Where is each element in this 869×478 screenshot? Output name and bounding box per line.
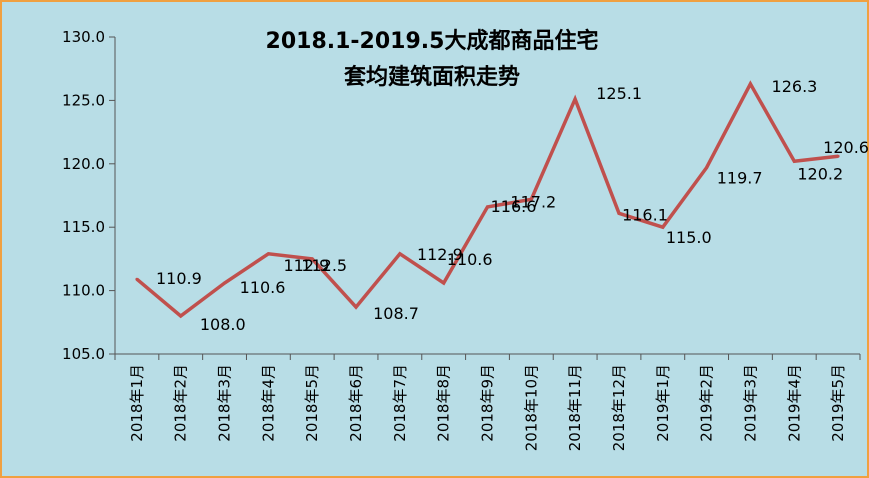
x-tick-label: 2018年1月: [128, 364, 146, 442]
axes: 105.0 110.0 115.0 120.0 125.0 130.0 2018年1月 201…: [62, 28, 861, 451]
data-label: 110.6: [447, 250, 493, 269]
x-tick-label: 2018年11月: [566, 364, 584, 451]
x-tick-label: 2019年1月: [654, 364, 672, 442]
data-point: [310, 257, 314, 261]
data-label: 116.6: [491, 197, 537, 216]
data-point: [529, 197, 533, 201]
data-point: [617, 211, 621, 215]
x-tick-label: 2018年9月: [479, 364, 497, 442]
chart-title-line1: 2018.1-2019.5大成都商品住宅: [266, 28, 599, 54]
data-label: 110.6: [240, 278, 286, 297]
data-label: 116.1: [622, 205, 668, 224]
data-point: [486, 205, 489, 209]
data-label: 108.0: [200, 315, 246, 334]
data-label: 112.9: [417, 245, 463, 264]
y-tick-label: 130.0: [62, 28, 105, 46]
data-point: [748, 82, 752, 86]
data-point: [836, 154, 840, 158]
data-label: 112.9: [283, 256, 329, 275]
data-label: 117.2: [510, 192, 556, 211]
data-label: 115.0: [666, 228, 712, 247]
data-labels-layer: 110.9108.0110.6112.9112.5108.7112.9110.6…: [156, 77, 869, 334]
data-label: 110.9: [156, 269, 202, 288]
data-label: 120.2: [797, 164, 843, 183]
x-tick-label: 2018年12月: [610, 364, 628, 451]
x-tick-label: 2018年3月: [216, 364, 234, 442]
chart-title-line2: 套均建筑面积走势: [344, 64, 520, 90]
data-point: [573, 97, 577, 101]
data-label: 125.1: [596, 84, 642, 103]
data-label: 120.6: [823, 138, 869, 157]
x-tick-label: 2019年4月: [785, 364, 803, 442]
data-point: [266, 252, 270, 256]
y-tick-label: 115.0: [62, 218, 105, 236]
data-label: 108.7: [373, 304, 419, 323]
x-tick-label: 2018年4月: [259, 364, 277, 442]
x-tick-label: 2018年8月: [435, 364, 453, 442]
x-tick-label: 2018年2月: [172, 364, 190, 442]
x-tick-label: 2019年5月: [829, 364, 847, 442]
data-point: [442, 281, 446, 285]
x-tick-label: 2018年6月: [347, 364, 365, 442]
data-point: [792, 159, 796, 163]
x-tick-label: 2018年5月: [303, 364, 321, 442]
data-point: [223, 281, 227, 285]
y-tick-label: 110.0: [62, 282, 105, 300]
data-point: [398, 252, 402, 256]
data-label: 112.5: [301, 256, 347, 275]
x-tick-label: 2019年3月: [741, 364, 759, 442]
y-tick-label: 105.0: [62, 345, 105, 363]
y-tick-label: 125.0: [62, 91, 105, 109]
x-tick-label: 2019年2月: [698, 364, 716, 442]
data-point: [179, 314, 183, 318]
data-label: 126.3: [772, 77, 818, 96]
data-point: [661, 225, 665, 229]
x-tick-label: 2018年7月: [391, 364, 409, 442]
data-point: [705, 166, 709, 170]
data-point: [135, 277, 139, 281]
y-tick-label: 120.0: [62, 155, 105, 173]
data-point: [354, 305, 358, 309]
data-label: 119.7: [717, 169, 763, 188]
series-layer: [135, 80, 840, 319]
x-tick-label: 2018年10月: [522, 364, 540, 451]
